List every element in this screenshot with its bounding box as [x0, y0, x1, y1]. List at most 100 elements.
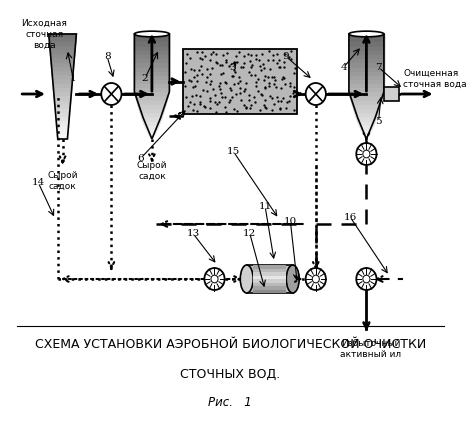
Polygon shape — [52, 68, 73, 72]
Bar — [183, 49, 297, 114]
Circle shape — [363, 275, 370, 283]
Text: 16: 16 — [344, 213, 357, 221]
Polygon shape — [52, 76, 73, 80]
Text: Исходная
сточная
вода: Исходная сточная вода — [21, 19, 67, 50]
Polygon shape — [135, 84, 169, 89]
Polygon shape — [49, 38, 76, 43]
Polygon shape — [52, 72, 73, 76]
Text: 10: 10 — [284, 217, 297, 226]
Polygon shape — [55, 101, 71, 105]
Bar — [253, 265, 286, 269]
Text: 5: 5 — [375, 117, 382, 126]
Polygon shape — [349, 76, 384, 80]
Polygon shape — [356, 118, 376, 122]
Polygon shape — [359, 126, 374, 131]
Polygon shape — [135, 43, 169, 46]
Bar — [253, 279, 286, 283]
Bar — [253, 269, 286, 272]
Circle shape — [306, 83, 326, 105]
Polygon shape — [138, 105, 166, 110]
Polygon shape — [349, 84, 384, 89]
Ellipse shape — [135, 31, 169, 37]
Circle shape — [101, 83, 121, 105]
Polygon shape — [135, 80, 169, 84]
Polygon shape — [135, 63, 169, 68]
Ellipse shape — [286, 265, 299, 293]
Polygon shape — [135, 93, 169, 97]
Polygon shape — [349, 68, 384, 72]
Polygon shape — [139, 110, 164, 114]
Polygon shape — [349, 34, 384, 38]
Polygon shape — [361, 131, 372, 135]
Circle shape — [356, 268, 376, 290]
Polygon shape — [51, 59, 74, 63]
Circle shape — [312, 275, 319, 283]
Polygon shape — [349, 63, 384, 68]
Polygon shape — [350, 97, 383, 101]
Ellipse shape — [240, 265, 253, 293]
Circle shape — [211, 275, 218, 283]
Polygon shape — [349, 46, 384, 51]
Text: 14: 14 — [31, 178, 45, 187]
Polygon shape — [355, 114, 378, 118]
Polygon shape — [354, 110, 379, 114]
Polygon shape — [145, 126, 159, 131]
Polygon shape — [349, 72, 384, 76]
Polygon shape — [349, 89, 384, 93]
Polygon shape — [56, 118, 69, 122]
Polygon shape — [137, 101, 167, 105]
Bar — [253, 286, 286, 289]
Polygon shape — [351, 101, 382, 105]
Polygon shape — [349, 93, 383, 97]
Polygon shape — [57, 135, 68, 139]
Polygon shape — [353, 105, 380, 110]
Polygon shape — [349, 43, 384, 46]
Polygon shape — [135, 89, 169, 93]
Polygon shape — [135, 46, 169, 51]
Text: Очищенная
сточная вода: Очищенная сточная вода — [403, 69, 467, 89]
Text: 1: 1 — [70, 74, 76, 82]
Text: СХЕМА УСТАНОВКИ АЭРОБНОЙ БИОЛОГИЧЕСКОЙ ОЧИСТКИ: СХЕМА УСТАНОВКИ АЭРОБНОЙ БИОЛОГИЧЕСКОЙ О… — [35, 338, 426, 351]
Polygon shape — [54, 97, 71, 101]
Bar — [384, 87, 399, 101]
Circle shape — [204, 268, 225, 290]
Bar — [247, 265, 293, 293]
Text: Избыточный
активный ил: Избыточный активный ил — [340, 339, 401, 359]
Text: 8: 8 — [104, 52, 110, 61]
Polygon shape — [50, 51, 75, 55]
Polygon shape — [50, 46, 75, 51]
Polygon shape — [142, 118, 162, 122]
Polygon shape — [141, 114, 163, 118]
Polygon shape — [135, 38, 169, 43]
Text: 4: 4 — [340, 63, 347, 72]
Polygon shape — [149, 135, 155, 139]
Polygon shape — [56, 122, 69, 126]
Polygon shape — [144, 122, 160, 126]
Polygon shape — [51, 63, 74, 68]
Polygon shape — [135, 59, 169, 63]
Polygon shape — [53, 80, 73, 84]
Text: 11: 11 — [258, 202, 272, 210]
Polygon shape — [349, 51, 384, 55]
Polygon shape — [57, 131, 68, 135]
Circle shape — [306, 268, 326, 290]
Text: Сырой
садок: Сырой садок — [137, 161, 167, 181]
Polygon shape — [349, 59, 384, 63]
Bar — [253, 283, 286, 286]
Bar — [253, 276, 286, 279]
Polygon shape — [135, 76, 169, 80]
Text: 2: 2 — [142, 74, 148, 82]
Polygon shape — [54, 93, 72, 97]
Text: 3: 3 — [229, 63, 236, 72]
Polygon shape — [349, 38, 384, 43]
Polygon shape — [49, 34, 76, 38]
Circle shape — [363, 150, 370, 158]
Polygon shape — [54, 89, 72, 93]
Polygon shape — [363, 135, 370, 139]
Polygon shape — [135, 72, 169, 76]
Polygon shape — [53, 84, 72, 89]
Polygon shape — [146, 131, 157, 135]
Bar — [253, 272, 286, 276]
Text: 7: 7 — [375, 63, 382, 72]
Polygon shape — [57, 126, 69, 131]
